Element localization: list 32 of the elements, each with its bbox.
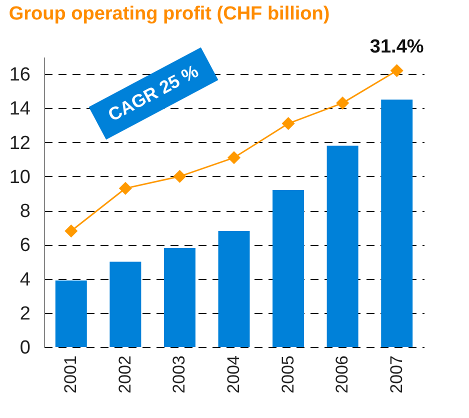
bar — [272, 190, 304, 347]
y-tick-label: 4 — [20, 269, 31, 290]
y-tick-label: 10 — [9, 166, 30, 188]
x-tick-label: 2002 — [115, 356, 134, 394]
x-tick-label: 2001 — [61, 356, 80, 394]
point — [227, 151, 241, 164]
point — [282, 117, 295, 130]
annotation: 31.4% — [370, 36, 424, 58]
x-tick-label: 2003 — [170, 356, 189, 394]
point — [118, 182, 132, 195]
bar — [164, 248, 196, 347]
bar — [326, 146, 358, 347]
y-tick-label: 16 — [9, 64, 30, 86]
y-tick-label: 8 — [20, 201, 30, 222]
bar — [110, 262, 142, 347]
y-tick-label: 0 — [20, 338, 30, 358]
y-tick-label: 14 — [9, 98, 31, 120]
bar — [218, 231, 250, 347]
bar — [55, 280, 87, 347]
x-tick-label: 2004 — [224, 356, 243, 394]
point — [336, 96, 350, 110]
chart-title: Group operating profit (CHF billion) — [8, 4, 330, 25]
y-tick-label: 2 — [20, 303, 30, 324]
y-tick-label: 12 — [9, 132, 30, 154]
point — [64, 224, 78, 238]
x-tick-label: 2006 — [332, 356, 352, 394]
y-tick-label: 6 — [20, 235, 30, 256]
bar — [381, 100, 413, 347]
x-tick-label: 2007 — [386, 356, 406, 394]
point — [390, 64, 404, 78]
point — [173, 170, 186, 183]
x-tick-label: 2005 — [278, 356, 298, 394]
